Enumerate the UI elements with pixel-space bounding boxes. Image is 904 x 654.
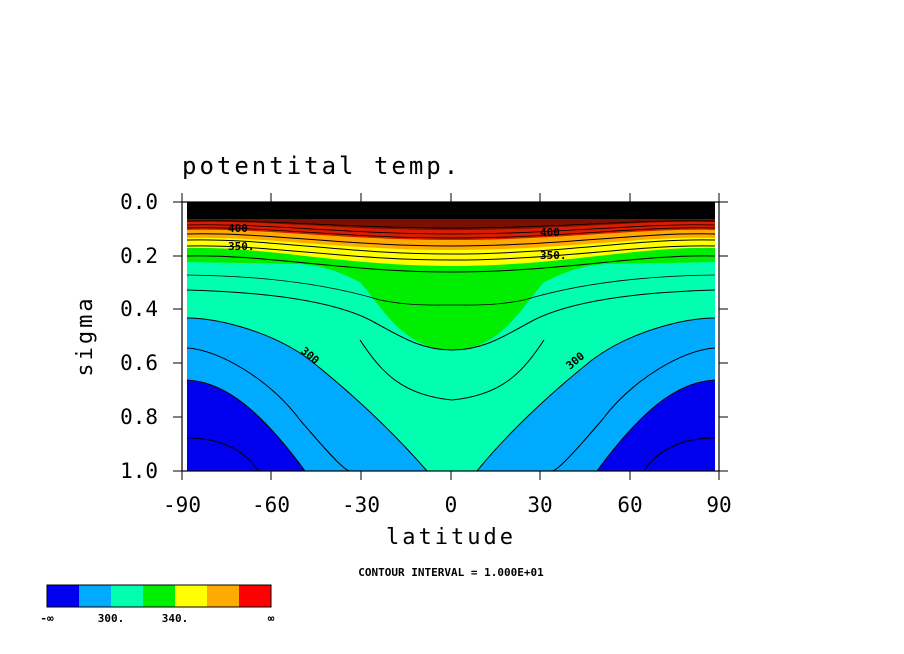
colorbar-frame — [46, 584, 272, 608]
x-tick-label: -90 — [163, 493, 201, 517]
x-tick-label: -60 — [252, 493, 290, 517]
contour-label-400-right: 400 — [540, 226, 560, 239]
x-tick-label: 30 — [527, 493, 552, 517]
x-tick-label: 0 — [445, 493, 458, 517]
band-black — [187, 202, 715, 219]
colorbar-label: ∞ — [268, 612, 275, 625]
contour-interval-note: CONTOUR INTERVAL = 1.000E+01 — [358, 566, 544, 579]
colorbar-swatch — [111, 585, 143, 607]
axis-ticks — [173, 193, 728, 480]
colorbar-label: 340. — [162, 612, 189, 625]
y-tick-label: 1.0 — [120, 459, 158, 483]
contour-label-350-right: 350. — [540, 249, 567, 262]
x-tick-label: 90 — [706, 493, 731, 517]
colorbar — [46, 584, 272, 608]
colorbar-label: 300. — [98, 612, 125, 625]
chart-title: potentital temp. — [182, 152, 461, 180]
contour-plot-area: 300 300 350. 350. 400 400 450 — [187, 202, 715, 471]
y-tick-label: 0.2 — [120, 244, 158, 268]
y-tick-label: 0.0 — [120, 190, 158, 214]
y-tick-label: 0.8 — [120, 405, 158, 429]
contour-label-350-left: 350. — [228, 240, 255, 253]
y-tick-label: 0.4 — [120, 297, 158, 321]
contour-label-450: 450 — [452, 204, 472, 217]
colorbar-swatch — [47, 585, 79, 607]
band-green-core — [330, 262, 574, 350]
colorbar-swatch — [79, 585, 111, 607]
contour-label-400-left: 400 — [228, 222, 248, 235]
y-tick-label: 0.6 — [120, 351, 158, 375]
colorbar-swatch — [143, 585, 175, 607]
x-tick-label: -30 — [342, 493, 380, 517]
x-axis-title: latitude — [386, 525, 516, 550]
x-tick-label: 60 — [617, 493, 642, 517]
y-axis-title: sigma — [73, 295, 98, 376]
colorbar-label: -∞ — [40, 612, 54, 625]
band-blue-left — [187, 380, 305, 471]
colorbar-swatch — [207, 585, 239, 607]
contour-lines — [187, 220, 715, 471]
colorbar-swatch — [175, 585, 207, 607]
colorbar-swatch — [239, 585, 271, 607]
band-blue-right — [597, 380, 715, 471]
